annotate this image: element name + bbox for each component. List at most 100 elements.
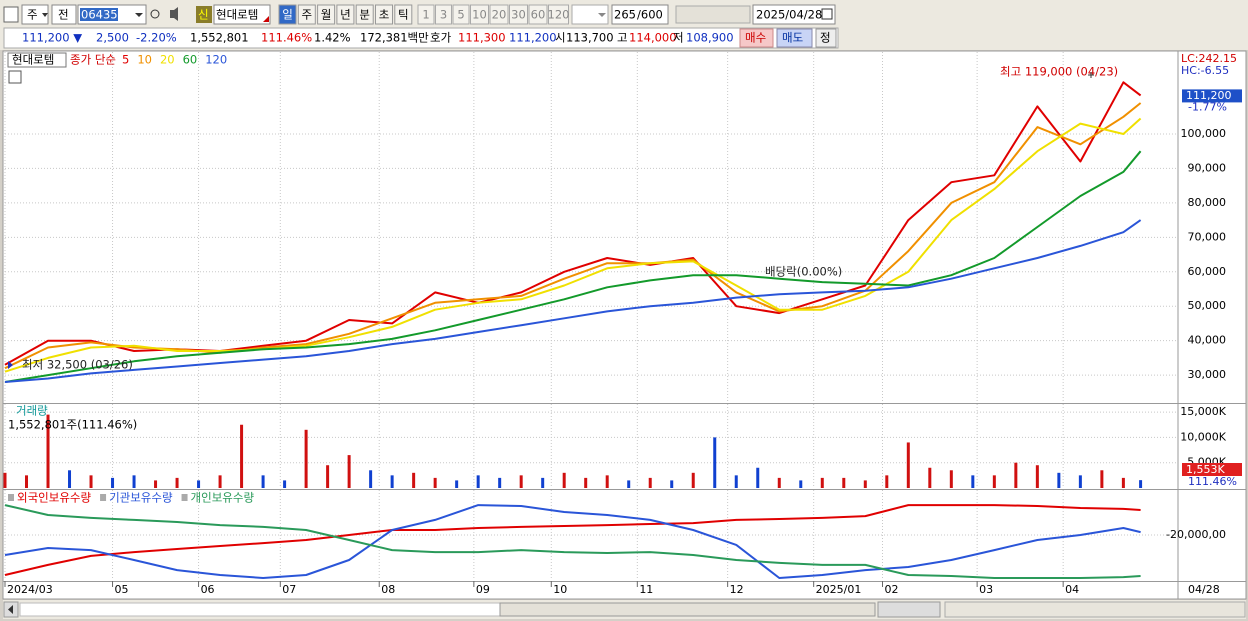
- volume-bar: [820, 477, 824, 488]
- y-tick-label: 30,000: [1188, 368, 1227, 381]
- y-tick-label: 40,000: [1188, 334, 1227, 347]
- period-btn[interactable]: [336, 4, 355, 25]
- volume-bar: [863, 480, 867, 488]
- tool-icons[interactable]: [675, 5, 751, 24]
- lc-label: LC:242.15: [1181, 52, 1237, 65]
- prev-btn[interactable]: [51, 4, 77, 25]
- legend-swatch: [100, 494, 107, 501]
- y-tick-label: 15,000K: [1180, 405, 1226, 418]
- tool-strip[interactable]: [944, 601, 1246, 618]
- period: 분: [359, 8, 370, 22]
- open-label: 시: [555, 31, 566, 45]
- interval-btn[interactable]: [435, 4, 452, 25]
- legend-entry: 120: [205, 53, 227, 67]
- series-line: [4, 117, 1142, 373]
- speaker-icon[interactable]: [170, 7, 178, 21]
- volume-bar: [670, 480, 674, 488]
- quote-bar: [3, 27, 839, 49]
- legend-entry: 기관보유수량: [109, 491, 173, 505]
- y-tick-label: 60,000: [1188, 265, 1227, 278]
- calendar-icon[interactable]: [821, 8, 833, 20]
- volume-bar: [1121, 477, 1125, 488]
- period: 월: [321, 8, 332, 22]
- volume-bar: [1100, 470, 1104, 488]
- last-volume-rate: 111.46%: [1188, 475, 1237, 488]
- count: 265: [614, 8, 636, 22]
- interval: 20: [492, 8, 507, 22]
- scroll-track[interactable]: [19, 602, 501, 617]
- legend-entry: 개인보유수량: [191, 491, 255, 505]
- series-line: [4, 219, 1142, 383]
- volume-bar: [347, 455, 351, 488]
- event-note: 배당락(0.00%): [765, 265, 842, 279]
- volume-bar: [89, 475, 93, 488]
- arrow: [135, 13, 143, 17]
- date: 2025/04/28: [756, 8, 822, 22]
- search-icon[interactable]: [150, 9, 160, 19]
- period-btn[interactable]: [278, 4, 297, 25]
- bid: 111,200: [509, 31, 557, 45]
- play-controls[interactable]: [877, 601, 941, 618]
- period-btn[interactable]: [317, 4, 336, 25]
- high-note: 최고 119,000 (04/23): [1000, 65, 1118, 79]
- volume-bar: [562, 472, 566, 488]
- x-tick-label: 02: [885, 583, 899, 596]
- series-line: [4, 504, 1141, 579]
- chart-title: 현대로템: [12, 53, 54, 67]
- volume-bar: [519, 475, 523, 488]
- volume-bar: [369, 470, 373, 488]
- volume-bar: [154, 480, 158, 488]
- correct: 정: [820, 31, 831, 45]
- period-btn[interactable]: [297, 4, 316, 25]
- period: 년: [340, 8, 351, 22]
- period-btn[interactable]: [355, 4, 374, 25]
- period-btn[interactable]: [394, 4, 413, 25]
- scroll-thumb[interactable]: [499, 602, 876, 617]
- interval-btn[interactable]: [509, 4, 528, 25]
- interval-btn[interactable]: [452, 4, 470, 25]
- count-box[interactable]: [611, 4, 669, 25]
- volume-bar: [756, 467, 760, 488]
- series-line: [4, 150, 1142, 383]
- correct-btn[interactable]: [815, 28, 837, 48]
- sell-btn[interactable]: [776, 28, 813, 48]
- open: 113,700: [566, 31, 614, 45]
- volume-bar: [992, 475, 996, 488]
- volume-bar: [3, 472, 7, 488]
- date-box[interactable]: [752, 4, 836, 25]
- title-box: [7, 52, 67, 68]
- credit-badge: [196, 6, 212, 23]
- interval: 5: [457, 8, 464, 22]
- volume-bar: [304, 429, 308, 488]
- dropdown[interactable]: [571, 4, 609, 25]
- x-tick-label: 03: [979, 583, 993, 596]
- interval-btn[interactable]: [417, 4, 435, 25]
- volume-bar: [240, 424, 244, 488]
- name-box[interactable]: [213, 4, 271, 25]
- interval-btn[interactable]: [548, 4, 569, 25]
- arrow: [598, 13, 606, 17]
- volume-bar: [627, 480, 631, 488]
- interval-btn[interactable]: [528, 4, 548, 25]
- interval-btn[interactable]: [470, 4, 489, 25]
- volume-bar: [111, 477, 115, 488]
- buy-btn[interactable]: [739, 28, 774, 48]
- legend-swatch: [8, 494, 14, 501]
- volume: 1,552,801: [190, 31, 249, 45]
- market-select[interactable]: [21, 4, 49, 25]
- volume-bar: [799, 480, 803, 488]
- table-icon[interactable]: [8, 70, 22, 84]
- volume-bar: [885, 475, 889, 488]
- interval-btn[interactable]: [489, 4, 509, 25]
- interval: 30: [511, 8, 526, 22]
- volume-bar: [1035, 465, 1039, 488]
- volume-bar: [1139, 480, 1143, 488]
- menu-icon[interactable]: [3, 6, 19, 23]
- volume-bar: [261, 475, 265, 488]
- hc-label: HC:-6.55: [1181, 64, 1229, 77]
- volume-bar: [971, 475, 975, 488]
- period-btn[interactable]: [375, 4, 393, 25]
- y-tick-label: 80,000: [1188, 196, 1227, 209]
- change: 2,500: [96, 31, 129, 45]
- volume-bar: [283, 480, 287, 488]
